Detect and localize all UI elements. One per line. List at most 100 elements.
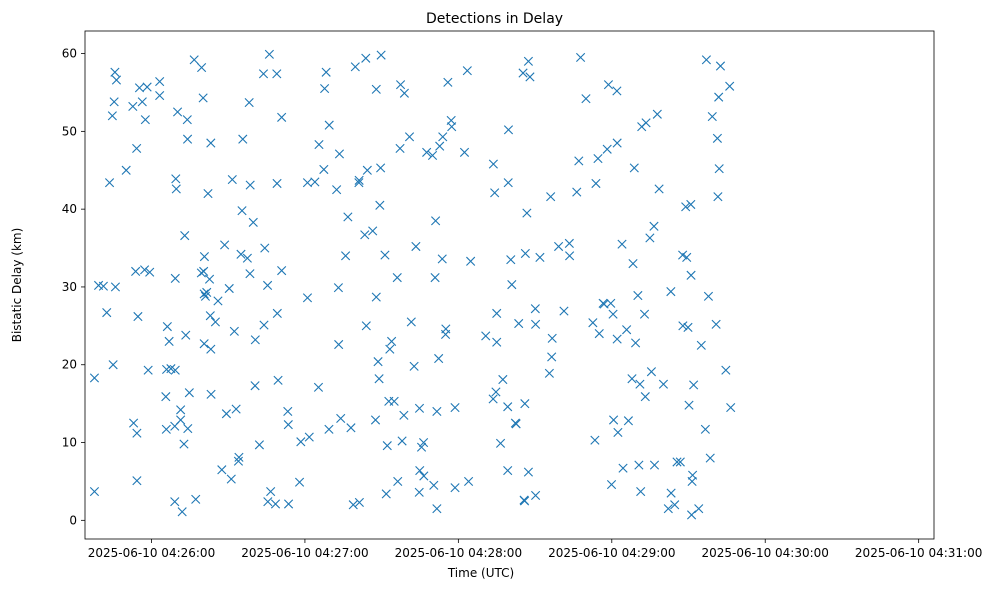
- data-point: [431, 216, 441, 226]
- data-point: [714, 164, 724, 174]
- data-point: [314, 139, 324, 150]
- data-point: [564, 238, 574, 248]
- data-point: [658, 379, 669, 389]
- data-point: [395, 80, 406, 90]
- data-point: [210, 317, 221, 327]
- data-point: [250, 335, 260, 345]
- data-point: [102, 308, 112, 318]
- data-point: [574, 156, 584, 166]
- data-point: [450, 483, 460, 493]
- data-point: [393, 476, 403, 487]
- data-point: [226, 474, 236, 484]
- data-point: [726, 402, 736, 413]
- data-point: [266, 486, 276, 497]
- data-point: [236, 249, 246, 259]
- data-point: [443, 77, 453, 87]
- data-point: [670, 500, 680, 510]
- data-point: [696, 340, 706, 350]
- data-point: [409, 361, 419, 371]
- data-point: [518, 68, 528, 78]
- data-point: [435, 141, 445, 151]
- data-point: [199, 289, 209, 299]
- data-point: [581, 94, 591, 104]
- data-point: [170, 497, 180, 507]
- data-point: [376, 163, 386, 173]
- data-point: [715, 61, 726, 71]
- data-point: [711, 319, 721, 329]
- data-point: [559, 306, 569, 316]
- data-point: [629, 163, 639, 173]
- data-point: [370, 415, 381, 425]
- data-point: [481, 331, 491, 341]
- data-point: [523, 56, 534, 66]
- data-point: [530, 304, 540, 314]
- data-point: [374, 374, 384, 384]
- data-point: [110, 282, 121, 292]
- data-point: [334, 339, 344, 350]
- data-point: [491, 387, 501, 397]
- data-point: [346, 423, 356, 433]
- x-axis-label: Time (UTC): [447, 566, 514, 580]
- data-point: [203, 189, 213, 199]
- data-point: [304, 432, 314, 442]
- data-point: [170, 273, 180, 283]
- data-point: [375, 200, 385, 210]
- data-point: [202, 287, 212, 297]
- data-point: [155, 76, 165, 87]
- x-axis-ticks: 2025-06-10 04:26:00 2025-06-10 04:27:00 20…: [88, 539, 982, 560]
- data-point: [404, 132, 415, 142]
- data-point: [414, 487, 424, 497]
- y-tick-label: 20: [62, 358, 77, 372]
- data-point: [213, 296, 223, 306]
- data-point: [686, 270, 696, 280]
- data-point: [418, 437, 429, 448]
- data-point: [633, 290, 643, 301]
- data-point: [264, 49, 274, 59]
- data-point: [450, 402, 460, 413]
- data-point: [333, 283, 344, 293]
- data-point: [522, 208, 532, 218]
- data-point: [641, 118, 651, 128]
- data-point: [245, 180, 255, 190]
- data-point: [441, 324, 451, 334]
- data-point: [142, 82, 152, 92]
- data-point: [231, 404, 241, 414]
- data-point: [310, 177, 320, 187]
- data-point: [182, 115, 192, 125]
- data-point: [612, 334, 622, 344]
- data-point: [459, 147, 470, 157]
- data-point: [432, 504, 442, 514]
- data-point: [244, 97, 254, 108]
- data-point: [406, 317, 416, 327]
- data-point: [296, 437, 306, 447]
- data-point: [678, 321, 688, 331]
- data-point: [340, 251, 351, 261]
- data-point: [224, 283, 234, 294]
- data-point: [361, 53, 371, 63]
- data-point: [511, 419, 521, 429]
- data-point: [172, 107, 183, 117]
- data-point: [430, 273, 440, 283]
- data-point: [133, 311, 143, 322]
- y-tick-label: 10: [62, 436, 77, 450]
- data-point: [588, 318, 598, 328]
- data-point: [683, 322, 693, 332]
- data-point: [707, 111, 717, 122]
- data-point: [520, 399, 530, 409]
- data-point: [463, 476, 474, 487]
- data-point: [608, 415, 619, 425]
- data-point: [503, 178, 513, 188]
- data-point: [652, 109, 662, 119]
- data-point: [177, 507, 187, 517]
- data-point: [395, 143, 405, 154]
- data-point: [492, 337, 502, 347]
- y-tick-label: 40: [62, 202, 77, 216]
- x-tick-label: 2025-06-10 04:31:00: [855, 546, 982, 560]
- data-point: [514, 318, 524, 329]
- data-point: [350, 62, 360, 72]
- data-point: [283, 406, 293, 417]
- data-point: [242, 253, 252, 263]
- data-point: [593, 153, 603, 164]
- data-point: [183, 423, 193, 434]
- data-point: [681, 202, 691, 212]
